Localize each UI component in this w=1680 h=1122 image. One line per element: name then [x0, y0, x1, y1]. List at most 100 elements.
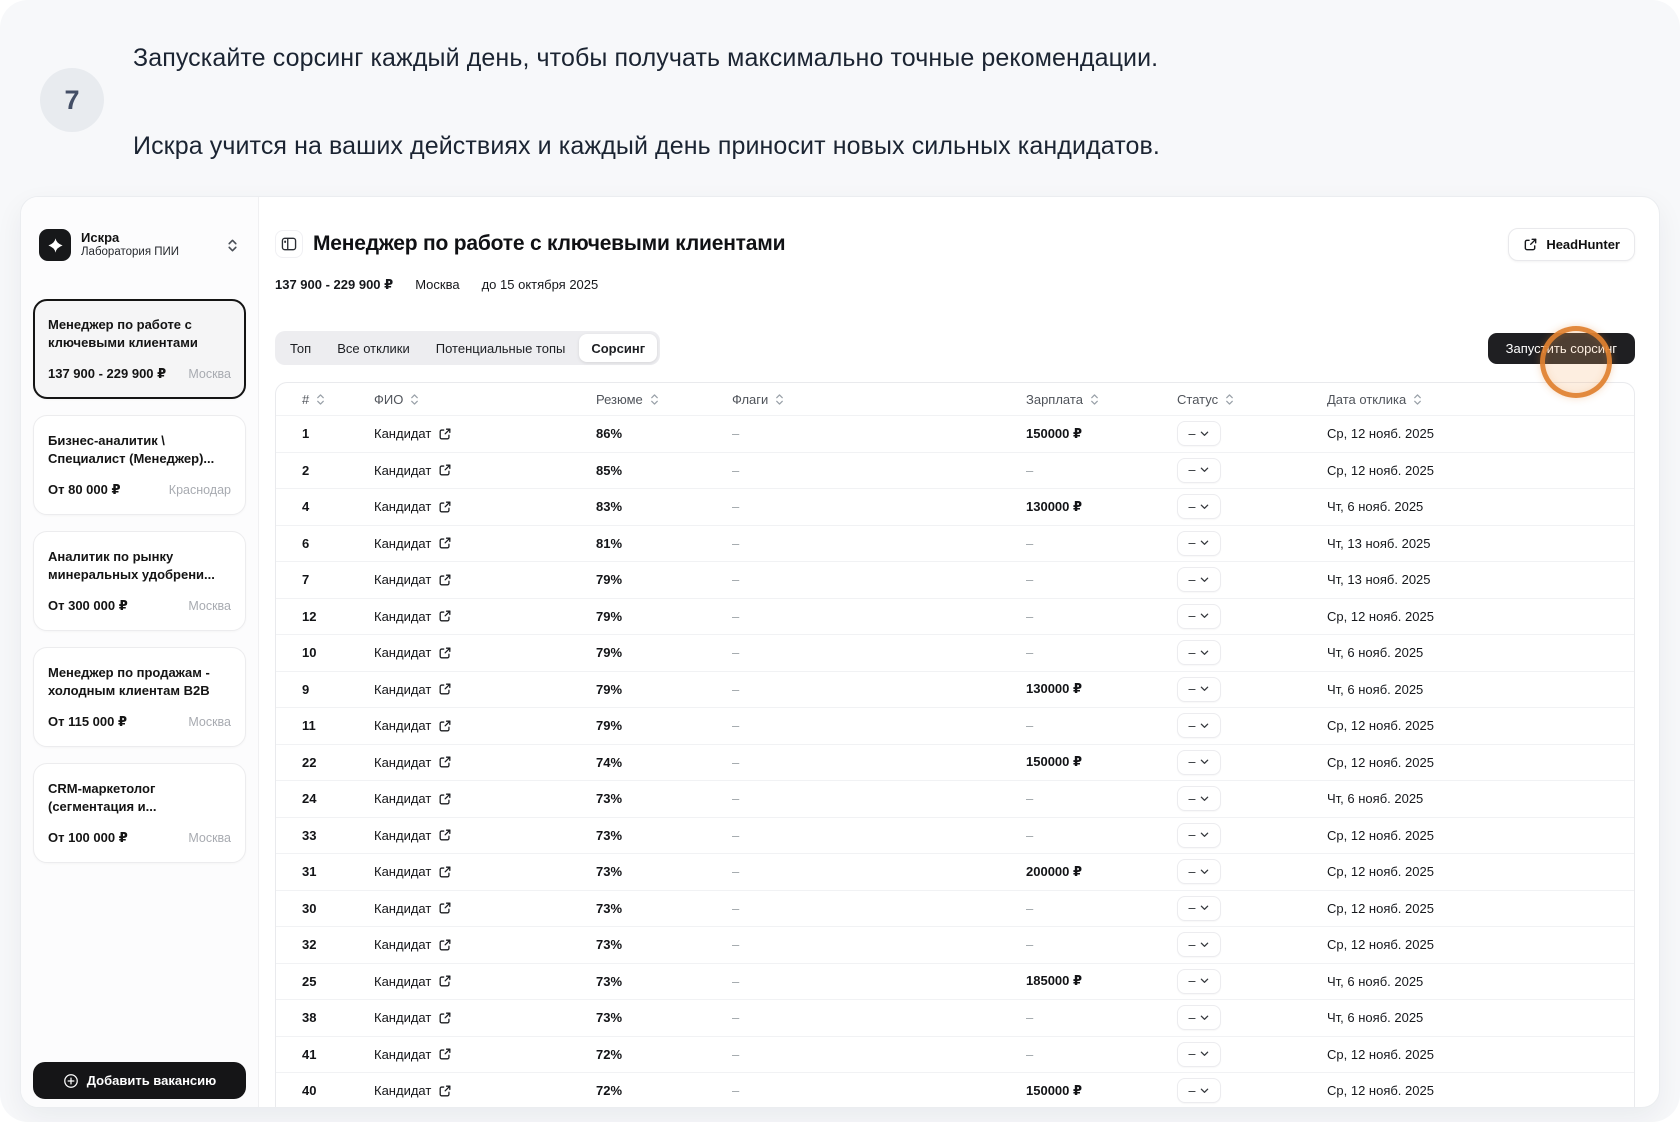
salary-cell: –: [1026, 608, 1034, 624]
row-number: 4: [302, 499, 310, 515]
main-panel: Менеджер по работе с ключевыми клиентами…: [259, 197, 1659, 1107]
vacancy-card[interactable]: Аналитик по рынку минеральных удобрени..…: [33, 531, 246, 632]
candidate-cell: Кандидат: [374, 937, 596, 952]
candidate-link[interactable]: Кандидат: [374, 1010, 452, 1025]
status-select[interactable]: –: [1177, 567, 1221, 593]
onboarding-line-2: Искра учится на ваших действиях и каждый…: [133, 132, 1160, 160]
column-header[interactable]: Дата отклика: [1327, 392, 1608, 407]
candidate-link[interactable]: Кандидат: [374, 536, 452, 551]
candidate-cell: Кандидат: [374, 828, 596, 843]
candidate-link[interactable]: Кандидат: [374, 426, 452, 441]
response-date: Ср, 12 нояб. 2025: [1327, 462, 1434, 478]
status-select[interactable]: –: [1177, 749, 1221, 775]
candidate-cell: Кандидат: [374, 426, 596, 441]
candidate-cell: Кандидат: [374, 463, 596, 478]
candidate-label: Кандидат: [374, 718, 432, 734]
vacancy-card[interactable]: CRM-маркетолог (сегментация и... От 100 …: [33, 763, 246, 864]
chevron-down-icon: [1200, 577, 1209, 583]
column-header[interactable]: Зарплата: [1026, 392, 1177, 407]
external-link-icon: [1523, 237, 1538, 252]
status-cell: –: [1177, 494, 1327, 520]
row-number: 40: [302, 1083, 317, 1099]
row-number: 31: [302, 864, 317, 880]
status-placeholder: –: [1188, 1047, 1196, 1062]
salary-cell: –: [1026, 535, 1034, 551]
status-select[interactable]: –: [1177, 786, 1221, 812]
status-select[interactable]: –: [1177, 603, 1221, 629]
row-number: 22: [302, 754, 317, 770]
chevron-down-icon: [1200, 759, 1209, 765]
row-number: 25: [302, 973, 317, 989]
vacancy-card[interactable]: Менеджер по продажам - холодным клиентам…: [33, 647, 246, 748]
tab[interactable]: Сорсинг: [579, 334, 658, 362]
candidate-cell: Кандидат: [374, 901, 596, 916]
candidate-cell: Кандидат: [374, 791, 596, 806]
status-select[interactable]: –: [1177, 932, 1221, 958]
candidate-label: Кандидат: [374, 1046, 432, 1062]
candidate-link[interactable]: Кандидат: [374, 828, 452, 843]
status-select[interactable]: –: [1177, 895, 1221, 921]
status-select[interactable]: –: [1177, 968, 1221, 994]
candidate-link[interactable]: Кандидат: [374, 974, 452, 989]
candidate-link[interactable]: Кандидат: [374, 609, 452, 624]
table-row: 2 Кандидат 85% –: [276, 451, 1634, 489]
candidate-link[interactable]: Кандидат: [374, 572, 452, 587]
status-cell: –: [1177, 713, 1327, 739]
status-select[interactable]: –: [1177, 494, 1221, 520]
status-select[interactable]: –: [1177, 530, 1221, 556]
response-date: Чт, 13 нояб. 2025: [1327, 572, 1431, 588]
column-header[interactable]: Статус: [1177, 392, 1327, 407]
candidate-link[interactable]: Кандидат: [374, 937, 452, 952]
plus-circle-icon: [63, 1073, 79, 1089]
tab[interactable]: Топ: [278, 334, 323, 362]
flags-cell: –: [732, 937, 740, 953]
status-select[interactable]: –: [1177, 457, 1221, 483]
status-select[interactable]: –: [1177, 640, 1221, 666]
tab[interactable]: Потенциальные топы: [424, 334, 578, 362]
headhunter-link-button[interactable]: HeadHunter: [1508, 227, 1635, 261]
candidate-link[interactable]: Кандидат: [374, 682, 452, 697]
status-select[interactable]: –: [1177, 859, 1221, 885]
candidate-link[interactable]: Кандидат: [374, 901, 452, 916]
status-select[interactable]: –: [1177, 421, 1221, 447]
status-select[interactable]: –: [1177, 713, 1221, 739]
status-select[interactable]: –: [1177, 676, 1221, 702]
status-select[interactable]: –: [1177, 1005, 1221, 1031]
status-placeholder: –: [1188, 755, 1196, 770]
status-placeholder: –: [1188, 1083, 1196, 1098]
salary-cell: –: [1026, 827, 1034, 843]
external-link-icon: [438, 1011, 452, 1025]
candidate-link[interactable]: Кандидат: [374, 463, 452, 478]
app-window: Искра Лаборатория ПИИ Менеджер по работе…: [20, 196, 1660, 1108]
status-placeholder: –: [1188, 718, 1196, 733]
column-header[interactable]: #: [302, 392, 374, 407]
status-select[interactable]: –: [1177, 1041, 1221, 1067]
vacancy-card[interactable]: Менеджер по работе с ключевыми клиентами…: [33, 299, 246, 400]
candidate-link[interactable]: Кандидат: [374, 499, 452, 514]
candidate-link[interactable]: Кандидат: [374, 864, 452, 879]
column-header-label: Резюме: [596, 391, 643, 407]
candidate-link[interactable]: Кандидат: [374, 645, 452, 660]
workspace-switcher[interactable]: Искра Лаборатория ПИИ: [39, 229, 240, 261]
candidate-link[interactable]: Кандидат: [374, 755, 452, 770]
chevron-down-icon: [1200, 723, 1209, 729]
column-header[interactable]: Резюме: [596, 392, 732, 407]
column-header[interactable]: ФИО: [374, 392, 596, 407]
candidate-link[interactable]: Кандидат: [374, 1083, 452, 1098]
resume-match-percent: 73%: [596, 827, 623, 843]
vacancy-card[interactable]: Бизнес-аналитик \ Специалист (Менеджер).…: [33, 415, 246, 516]
flags-cell: –: [732, 827, 740, 843]
candidate-link[interactable]: Кандидат: [374, 718, 452, 733]
status-select[interactable]: –: [1177, 1078, 1221, 1104]
tab[interactable]: Все отклики: [325, 334, 422, 362]
flags-cell: –: [732, 535, 740, 551]
candidate-link[interactable]: Кандидат: [374, 791, 452, 806]
column-header[interactable]: Флаги: [732, 392, 1026, 407]
table-row: 24 Кандидат 73% –: [276, 780, 1634, 817]
status-select[interactable]: –: [1177, 822, 1221, 848]
run-sourcing-button[interactable]: Запустить сорсинг: [1487, 332, 1635, 364]
add-vacancy-button[interactable]: Добавить вакансию: [33, 1062, 246, 1099]
candidate-link[interactable]: Кандидат: [374, 1047, 452, 1062]
collapse-sidebar-button[interactable]: [275, 230, 303, 258]
